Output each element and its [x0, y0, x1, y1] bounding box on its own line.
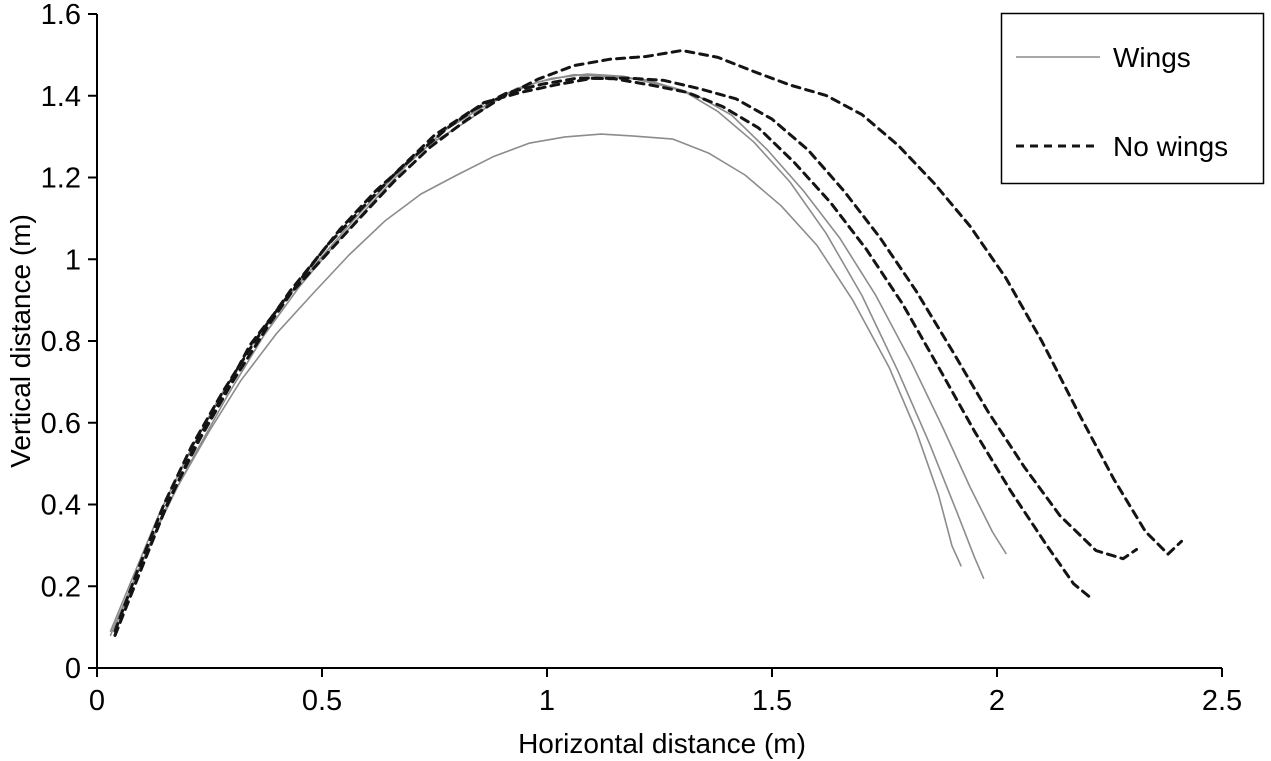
x-axis-title: Horizontal distance (m): [518, 728, 806, 759]
y-tick-label: 0.2: [41, 571, 81, 603]
x-tick-label: 2.5: [1202, 685, 1242, 717]
y-tick-label: 0.8: [41, 326, 81, 358]
tick-marks: 0 0.5 1 1.5 2 2.5 0 0.2 0.4 0.6 0.8 1 1.2 1.4 1.6: [41, 0, 1242, 717]
x-tick-label: 1.5: [752, 685, 792, 717]
x-tick-label: 0.5: [302, 685, 342, 717]
legend: Wings No wings: [1000, 12, 1265, 185]
series-line-wings: [109, 73, 985, 633]
x-tick-label: 1: [539, 685, 555, 717]
y-tick-label: 1.2: [41, 163, 81, 195]
series-line-no-wings: [113, 76, 1138, 637]
y-tick-label: 0.6: [41, 408, 81, 440]
series-line-wings: [109, 133, 962, 637]
series-line-wings: [114, 73, 1007, 628]
x-tick-label: 2: [989, 685, 1005, 717]
y-tick-label: 0: [65, 653, 81, 685]
legend-label-wings: Wings: [1113, 42, 1191, 73]
series-lines: [109, 49, 1183, 637]
y-tick-label: 0.4: [41, 490, 81, 522]
y-axis-title: Vertical distance (m): [5, 214, 36, 468]
y-tick-label: 1.4: [41, 81, 81, 113]
y-tick-label: 1.6: [41, 0, 81, 31]
legend-box: [1000, 12, 1265, 185]
y-tick-label: 1: [65, 244, 81, 276]
x-tick-label: 0: [89, 685, 105, 717]
legend-label-no-wings: No wings: [1113, 131, 1228, 162]
